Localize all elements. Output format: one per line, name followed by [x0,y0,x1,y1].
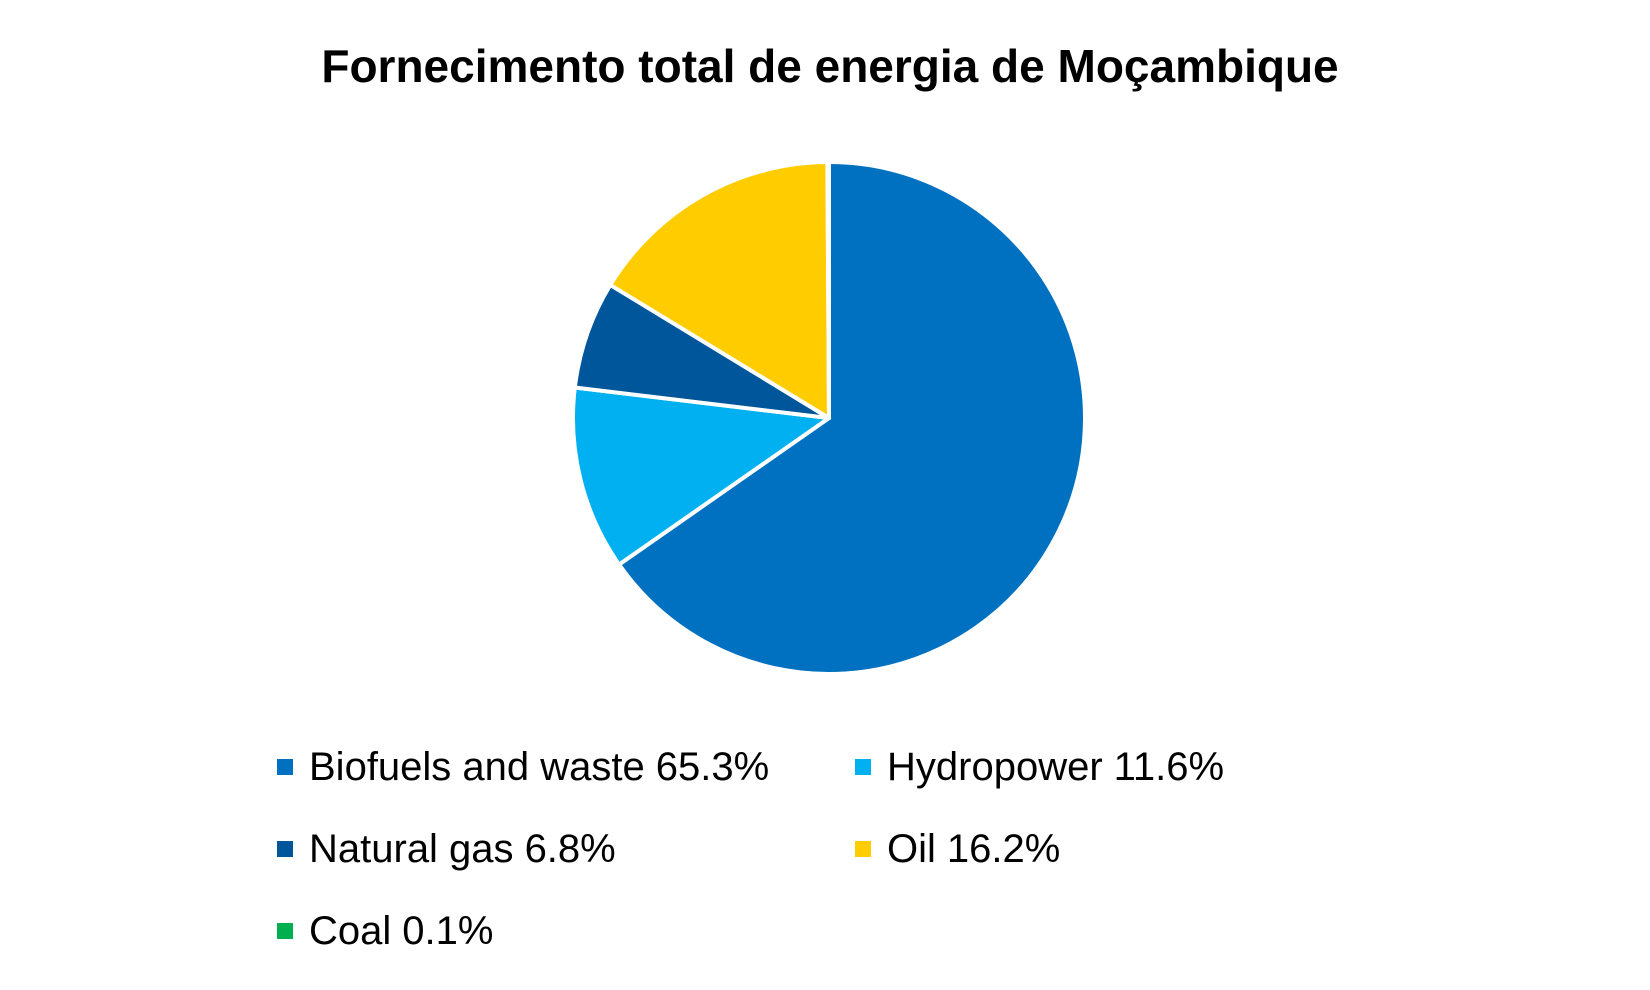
legend-label: Coal 0.1% [309,909,493,953]
legend-value: 6.8% [525,827,616,871]
legend-value: 0.1% [402,909,493,953]
legend-value: 11.6% [1114,745,1224,789]
pie-slice [572,282,831,420]
legend-name: Biofuels and waste [309,745,645,789]
legend-swatch [855,841,871,857]
legend-swatch [855,759,871,775]
legend-name: Oil [887,827,936,871]
legend-name: Coal [309,909,391,953]
legend-swatch [277,759,293,775]
pie-slice [608,160,831,420]
legend-label: Biofuels and waste 65.3% [309,745,769,789]
legend-name: Natural gas [309,827,514,871]
chart-title: Fornecimento total de energia de Moçambi… [321,40,1338,92]
legend-name: Hydropower [887,745,1103,789]
legend-swatch [277,923,293,939]
legend-label: Hydropower 11.6% [887,745,1224,789]
legend-label: Natural gas 6.8% [309,827,616,871]
legend-value: 16.2% [947,827,1060,871]
pie-slice [571,385,831,567]
legend-swatch [277,841,293,857]
legend-label: Oil 16.2% [887,827,1060,871]
pie-slice [825,159,831,420]
legend-value: 65.3% [656,745,769,789]
pie-slice [617,160,1087,676]
